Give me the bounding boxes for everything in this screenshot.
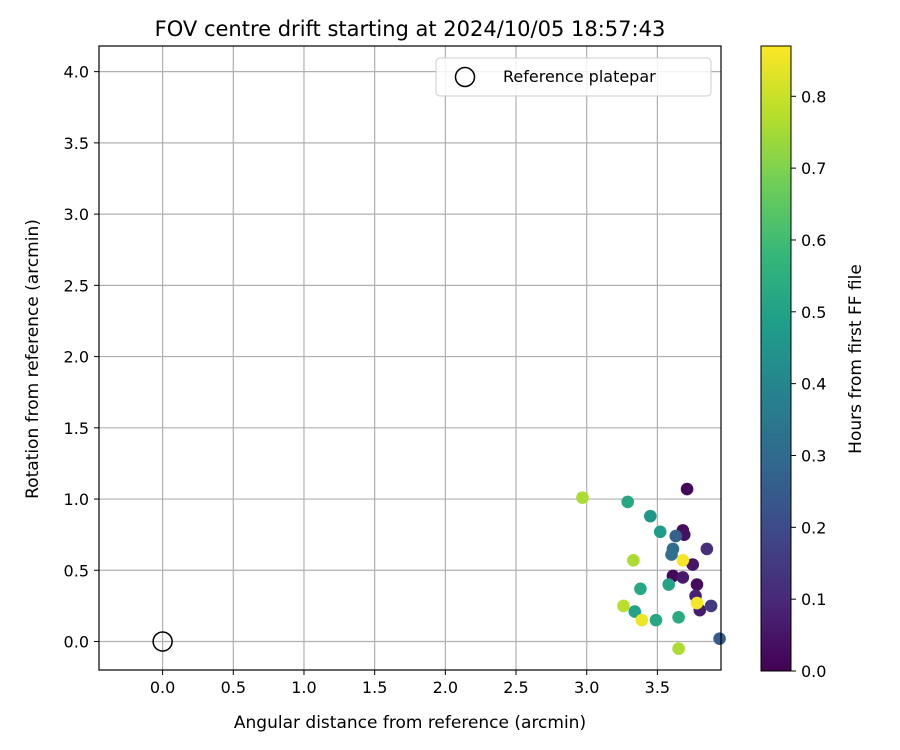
- data-point: [690, 596, 704, 610]
- data-point: [653, 525, 667, 539]
- legend-marker-open-circle: [454, 66, 476, 88]
- colorbar-tick-label: 0.5: [801, 303, 826, 322]
- legend-label-reference-platepar: Reference platepar: [503, 67, 656, 86]
- y-tick-label: 2.5: [64, 276, 89, 295]
- grid: [99, 46, 721, 670]
- x-tick-label: 3.5: [645, 678, 670, 697]
- legend: Reference platepar: [435, 57, 712, 97]
- y-tick-label: 4.0: [64, 63, 89, 82]
- y-tick-label: 3.0: [64, 205, 89, 224]
- y-tick-label: 0.5: [64, 561, 89, 580]
- x-axis-ticks: 0.0 0.5 1.0 1.5 2.0 2.5 3.0 3.5: [150, 670, 670, 697]
- plot-frame: [98, 45, 722, 671]
- data-point: [634, 582, 647, 596]
- colorbar-tick-label: 0.0: [801, 662, 826, 681]
- y-tick-label: 0.0: [64, 633, 89, 652]
- reference-layer: [152, 631, 173, 652]
- data-point: [686, 558, 700, 571]
- data-point: [576, 491, 589, 504]
- legend-box: [435, 57, 712, 97]
- data-point: [644, 509, 657, 523]
- data-points: [576, 482, 726, 655]
- data-point: [617, 599, 630, 613]
- data-point: [635, 613, 649, 627]
- colorbar-tick-label: 0.3: [801, 446, 826, 465]
- colorbar-gradient: [760, 45, 792, 672]
- data-point: [672, 642, 685, 655]
- data-point: [672, 610, 685, 624]
- colorbar: 0.0 0.1 0.2 0.3 0.4 0.5 0.6 0.7 0.8 Hours from f…: [760, 45, 866, 681]
- y-axis-label: Rotation from reference (arcmin): [23, 219, 43, 499]
- data-point: [628, 605, 642, 618]
- data-point: [713, 632, 726, 645]
- data-point: [669, 529, 683, 543]
- data-point: [680, 482, 694, 496]
- colorbar-ticks: 0.0 0.1 0.2 0.3 0.4 0.5 0.6 0.7 0.8: [791, 87, 826, 681]
- colorbar-tick-label: 0.6: [801, 231, 826, 250]
- data-point: [704, 599, 718, 613]
- x-tick-label: 1.0: [291, 678, 316, 697]
- x-tick-label: 3.0: [574, 678, 599, 697]
- y-axis-ticks: 0.0 0.5 1.0 1.5 2.0 2.5 3.0 3.5 4.0: [64, 63, 99, 652]
- data-point: [627, 554, 640, 567]
- data-point: [662, 578, 675, 591]
- y-tick-label: 1.5: [64, 419, 89, 438]
- data-point: [665, 548, 678, 561]
- x-axis-label: Angular distance from reference (arcmin): [234, 713, 586, 733]
- colorbar-tick-label: 0.8: [801, 87, 826, 106]
- chart-title: FOV centre drift starting at 2024/10/05 …: [155, 17, 666, 41]
- data-point: [700, 542, 714, 556]
- x-tick-label: 1.5: [362, 678, 387, 697]
- x-tick-label: 0.0: [150, 678, 175, 697]
- colorbar-tick-label: 0.7: [801, 159, 826, 178]
- x-tick-label: 0.5: [221, 678, 246, 697]
- colorbar-tick-label: 0.2: [801, 518, 826, 537]
- colorbar-label: Hours from first FF file: [846, 264, 866, 454]
- reference-platepar-marker: [152, 631, 173, 652]
- x-tick-label: 2.5: [503, 678, 528, 697]
- y-tick-label: 3.5: [64, 134, 89, 153]
- data-point: [676, 554, 690, 567]
- x-tick-label: 2.0: [433, 678, 458, 697]
- colorbar-tick-label: 0.4: [801, 375, 826, 394]
- colorbar-tick-label: 0.1: [801, 590, 826, 609]
- data-point: [621, 495, 634, 509]
- data-point: [690, 578, 704, 591]
- data-point: [676, 571, 690, 584]
- y-tick-label: 2.0: [64, 348, 89, 367]
- data-point: [649, 613, 663, 627]
- y-tick-label: 1.0: [64, 490, 89, 509]
